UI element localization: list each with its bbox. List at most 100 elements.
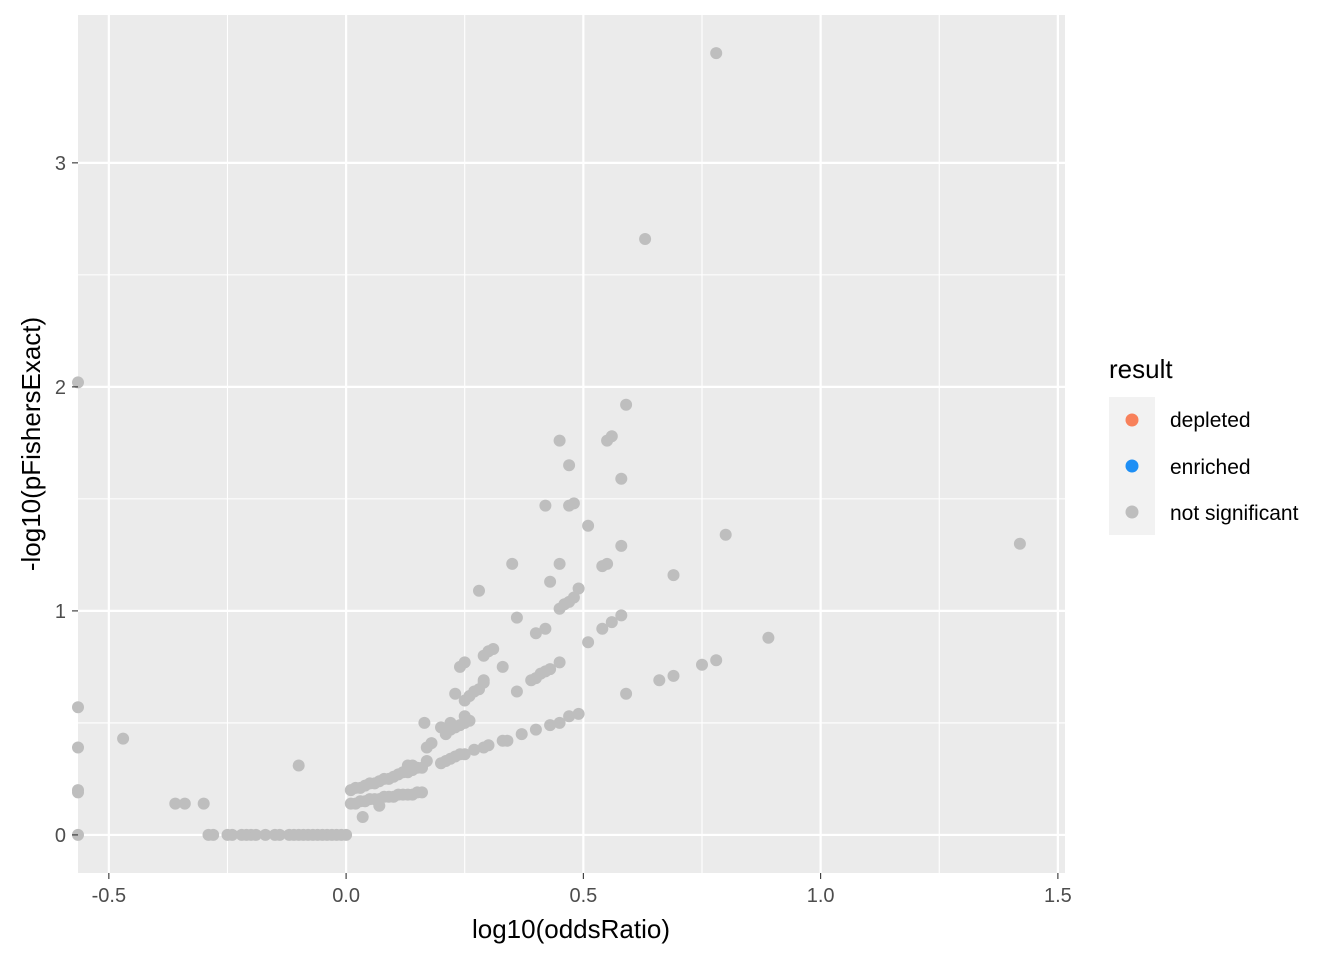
data-point: [72, 376, 84, 389]
data-point: [572, 707, 585, 720]
x-axis-ticks: -0.5 0.0 0.5 1.0 1.5: [92, 873, 1072, 907]
data-point: [72, 741, 84, 754]
data-point: [615, 472, 628, 485]
data-point: [667, 669, 680, 682]
x-tick-label: 1.0: [807, 885, 835, 907]
data-point: [249, 828, 262, 841]
data-point: [473, 584, 485, 597]
y-tick-label: 3: [55, 153, 66, 175]
data-point: [72, 786, 84, 799]
x-tick-label: 0.0: [332, 885, 360, 907]
data-point: [582, 519, 595, 532]
data-point: [463, 714, 476, 727]
data-point: [653, 674, 666, 687]
data-point: [207, 828, 220, 841]
data-point: [544, 575, 557, 588]
plot-panel: [78, 15, 1065, 873]
data-point: [458, 748, 471, 761]
data-point: [477, 674, 490, 687]
data-point: [544, 663, 557, 676]
legend-title: result: [1109, 354, 1173, 384]
data-point: [553, 656, 566, 669]
data-point: [762, 631, 775, 644]
y-axis-ticks: 0 1 2 3: [55, 153, 78, 847]
y-tick-label: 0: [55, 825, 66, 847]
y-tick-label: 1: [55, 601, 66, 623]
data-point: [620, 398, 633, 411]
grid-major: [78, 15, 1065, 873]
data-point: [529, 627, 542, 640]
data-point: [567, 591, 580, 604]
data-point: [639, 233, 652, 245]
data-point: [425, 737, 438, 750]
data-point: [416, 786, 428, 799]
data-point: [373, 799, 386, 812]
data-point: [620, 687, 633, 700]
data-point: [615, 609, 628, 622]
data-point: [553, 716, 566, 729]
data-point: [510, 611, 523, 624]
data-point: [539, 622, 552, 635]
data-point: [356, 811, 369, 823]
x-tick-label: 0.5: [569, 885, 597, 907]
data-point: [197, 797, 210, 810]
data-point: [496, 660, 509, 673]
legend-key-enriched: [1125, 459, 1139, 473]
data-point: [468, 743, 481, 756]
data-point: [719, 528, 732, 541]
data-point: [567, 497, 580, 510]
data-point: [563, 710, 576, 723]
data-point: [539, 499, 552, 512]
data-point: [259, 828, 272, 841]
data-point: [117, 732, 130, 745]
data-point: [515, 728, 528, 741]
data-point: [529, 723, 542, 736]
data-point: [582, 636, 595, 649]
data-point: [292, 759, 305, 772]
data-point: [696, 658, 708, 671]
legend-label-enriched: enriched: [1170, 456, 1251, 479]
data-point: [553, 434, 566, 447]
data-point: [667, 569, 680, 582]
data-point: [563, 459, 576, 472]
data-point: [601, 557, 614, 570]
data-points: [72, 47, 1026, 841]
legend: result depleted enriched not significant: [1109, 354, 1299, 535]
data-point: [482, 739, 495, 752]
legend-key-not-significant: [1125, 505, 1139, 519]
x-tick-label: -0.5: [92, 885, 126, 907]
data-point: [605, 616, 618, 629]
legend-label-not-significant: not significant: [1170, 502, 1299, 525]
data-point: [710, 654, 723, 667]
data-point: [1013, 537, 1026, 550]
data-point: [605, 430, 618, 443]
x-axis-title: log10(oddsRatio): [472, 914, 670, 944]
data-point: [72, 701, 84, 714]
data-point: [510, 685, 523, 698]
data-point: [273, 828, 286, 841]
data-point: [572, 582, 585, 595]
legend-label-depleted: depleted: [1170, 409, 1251, 432]
y-axis-title: -log10(pFishersExact): [16, 317, 46, 571]
data-point: [710, 47, 723, 60]
data-point: [169, 797, 182, 810]
data-point: [449, 687, 462, 700]
data-point: [615, 539, 628, 552]
data-point: [226, 828, 239, 841]
data-point: [487, 643, 500, 655]
data-point: [458, 656, 471, 669]
x-tick-label: 1.5: [1044, 885, 1072, 907]
data-point: [178, 797, 191, 810]
data-point: [506, 557, 519, 570]
data-point: [544, 719, 557, 732]
data-point: [501, 734, 514, 747]
data-point: [340, 828, 353, 841]
legend-key-depleted: [1125, 413, 1139, 427]
data-point: [418, 716, 431, 729]
data-point: [406, 759, 419, 772]
data-point: [596, 622, 609, 635]
data-point: [553, 557, 566, 570]
y-tick-label: 2: [55, 377, 66, 399]
data-point: [420, 755, 433, 767]
